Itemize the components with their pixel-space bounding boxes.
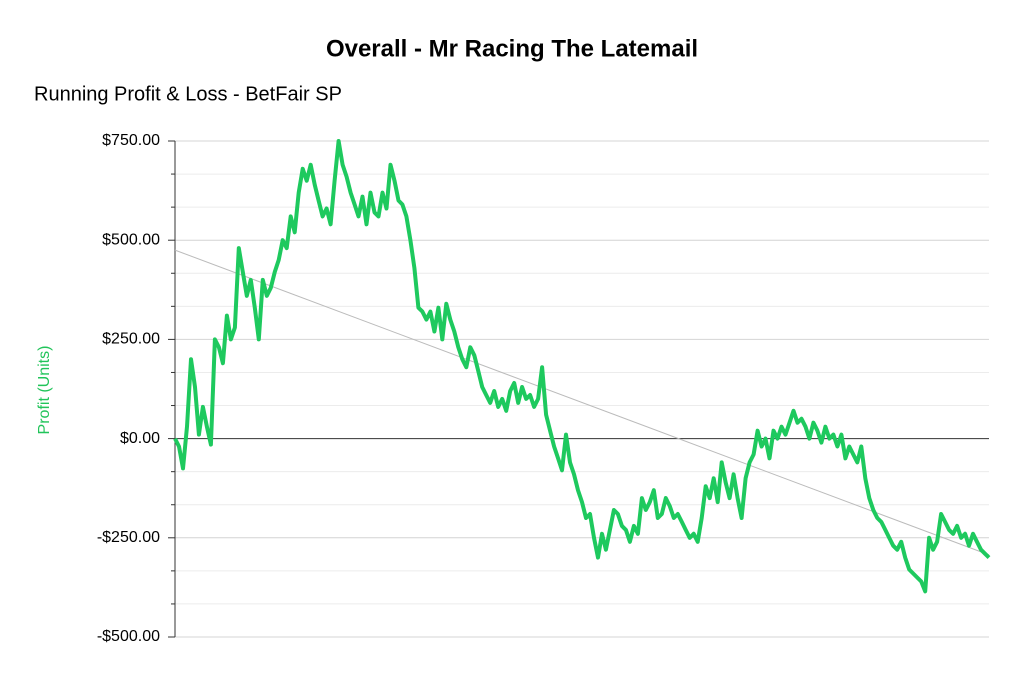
- y-axis-label: Profit (Units): [36, 346, 53, 435]
- y-tick-label: $750.00: [102, 132, 160, 149]
- y-tick-label: $500.00: [102, 231, 160, 248]
- y-tick-label: -$500.00: [97, 628, 160, 645]
- y-tick-label: $0.00: [120, 430, 160, 447]
- y-tick-label: -$250.00: [97, 529, 160, 546]
- chart-subtitle: Running Profit & Loss - BetFair SP: [34, 83, 342, 105]
- trend-line: [174, 249, 990, 556]
- chart-title: Overall - Mr Racing The Latemail: [326, 35, 698, 62]
- y-tick-label: $250.00: [102, 331, 160, 348]
- profit-line: [173, 139, 991, 594]
